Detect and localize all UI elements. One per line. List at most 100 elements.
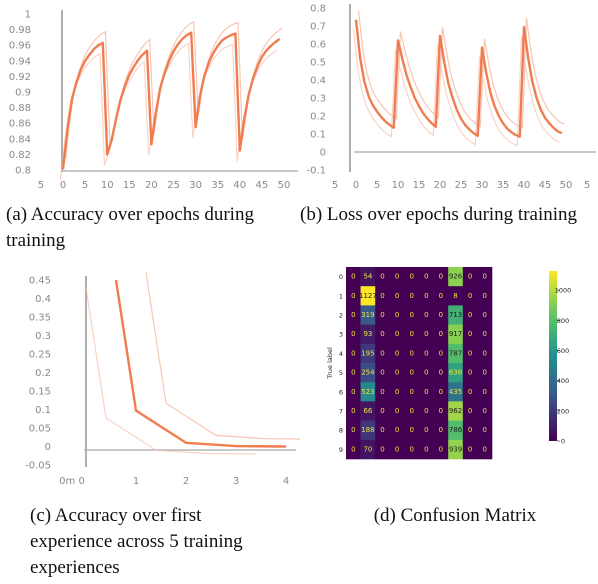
cm-cell bbox=[448, 324, 464, 345]
series-spread-upper bbox=[357, 10, 565, 129]
cm-cell-value: 0 bbox=[409, 273, 413, 281]
cm-cell-value: 0 bbox=[439, 292, 443, 300]
cm-cell-value: 786 bbox=[449, 426, 463, 434]
cm-cell bbox=[389, 363, 405, 383]
cm-cell bbox=[477, 305, 493, 325]
cm-cell-value: 0 bbox=[351, 388, 355, 396]
cm-cell bbox=[389, 324, 405, 345]
x-tick-label: 45 bbox=[256, 180, 269, 191]
cm-cell-value: 254 bbox=[361, 369, 375, 377]
cm-cell-value: 926 bbox=[449, 273, 463, 281]
x-tick-label: 30 bbox=[476, 180, 489, 191]
cm-y-tick: 9 bbox=[339, 446, 343, 454]
cm-cell-value: 0 bbox=[395, 407, 399, 415]
cm-cell-value: 0 bbox=[482, 292, 486, 300]
cm-cell-value: 0 bbox=[395, 292, 399, 300]
cm-y-tick: 8 bbox=[339, 427, 343, 435]
cm-cell bbox=[404, 343, 420, 364]
cm-cell bbox=[404, 420, 420, 441]
series-line bbox=[354, 19, 563, 138]
y-tick-label: 0.35 bbox=[29, 313, 51, 324]
cm-cell-value: 0 bbox=[468, 273, 472, 281]
cm-cell-value: 0 bbox=[395, 388, 399, 396]
caption-c: (c) Accuracy over first experience acros… bbox=[30, 505, 243, 578]
x-tick-label: 50 bbox=[278, 180, 291, 191]
y-tick-label: 0.6 bbox=[310, 40, 326, 51]
cm-cell bbox=[462, 439, 478, 460]
cm-cell-value: 713 bbox=[449, 311, 462, 319]
cm-cell-value: 0 bbox=[351, 273, 355, 281]
cm-y-tick: 3 bbox=[339, 331, 343, 339]
x-tick-label: 35 bbox=[497, 180, 510, 191]
cm-cell bbox=[375, 267, 391, 287]
cm-cell-value: 523 bbox=[361, 388, 374, 396]
cm-cell-value: 0 bbox=[439, 426, 443, 434]
cm-cell-value: 0 bbox=[395, 426, 399, 434]
cm-cell bbox=[462, 286, 478, 306]
cm-cell-value: 0 bbox=[482, 273, 486, 281]
cm-cell bbox=[433, 324, 449, 345]
cm-cell bbox=[360, 363, 376, 383]
cm-cell-value: 0 bbox=[409, 388, 413, 396]
cm-cell-value: 0 bbox=[409, 369, 413, 377]
cm-cell bbox=[360, 382, 376, 402]
cm-cell bbox=[448, 286, 464, 306]
x-tick-label: 35 bbox=[211, 180, 224, 191]
cm-cell-value: 0 bbox=[482, 426, 486, 434]
cm-cell bbox=[448, 363, 464, 383]
cm-cell bbox=[389, 286, 405, 306]
cm-cell-value: 0 bbox=[439, 369, 443, 377]
cm-cell bbox=[462, 324, 478, 345]
chart-b: 0.8 0.7 0.6 0.5 0.4 0.3 0.2 0.1 0 -0.1 5 0 5 10 15 20 25… bbox=[300, 0, 598, 195]
cm-cell-value: 0 bbox=[468, 407, 472, 415]
cm-cell bbox=[433, 286, 449, 306]
series-line bbox=[114, 279, 287, 448]
cm-cell bbox=[419, 382, 434, 402]
colorbar bbox=[549, 271, 557, 441]
cm-cell bbox=[389, 401, 405, 421]
caption-b: (b) Loss over epochs during training bbox=[300, 204, 578, 225]
caption-d: (d) Confusion Matrix bbox=[373, 505, 537, 526]
cm-cell bbox=[477, 401, 493, 421]
cm-cell bbox=[419, 420, 434, 441]
cm-cell bbox=[433, 439, 449, 460]
x-tick-label: 40 bbox=[233, 180, 246, 191]
x-tick-label: 5 bbox=[332, 180, 338, 191]
cm-cell bbox=[360, 439, 376, 460]
cm-y-tick: 7 bbox=[339, 408, 343, 416]
y-tick-label: 0.1 bbox=[310, 130, 326, 141]
chart-d: 0 54 0 0 0 0 0 926 0 0 0 1127 0 0 0 0 0 8 0 0 0 319 0 0 0 0 0 713 0 0… bbox=[300, 258, 598, 463]
chart-d-svg: 0 54 0 0 0 0 0 926 0 00 1127 0 0 0 0 0 8 0 00 319 0 0 0 0 0 713 0 0… bbox=[326, 267, 571, 460]
cm-cell-value: 0 bbox=[409, 311, 413, 319]
cm-cell bbox=[346, 363, 361, 383]
cm-cell-value: 0 bbox=[439, 311, 443, 319]
cm-cell bbox=[419, 363, 434, 383]
chart-a-svg: 1 0.98 0.96 0.94 0.92 0.9 0.88 0.86 0.84 0.82 0.8 5… bbox=[9, 10, 298, 191]
cm-cell-value: 939 bbox=[449, 445, 462, 453]
cm-cell-value: 962 bbox=[449, 407, 462, 415]
cm-cell bbox=[389, 382, 405, 402]
cm-cell bbox=[448, 267, 464, 287]
cm-cell-value: 0 bbox=[395, 311, 399, 319]
cm-cell-value: 0 bbox=[439, 273, 443, 281]
cm-cell bbox=[360, 286, 376, 306]
cm-cell bbox=[346, 420, 361, 441]
cm-cell bbox=[346, 382, 361, 402]
cm-cell bbox=[375, 420, 391, 441]
cm-cell-value: 0 bbox=[351, 407, 355, 415]
y-tick-label: 0.86 bbox=[9, 119, 31, 130]
cm-cell-value: 0 bbox=[380, 388, 384, 396]
cm-cell bbox=[477, 363, 493, 383]
cm-y-tick: 5 bbox=[339, 369, 343, 377]
cm-cell-value: 0 bbox=[380, 445, 384, 453]
colorbar-tick-label: 0 bbox=[561, 438, 565, 446]
cm-cell bbox=[433, 267, 449, 287]
caption-a: (a) Accuracy over epochs during training bbox=[6, 204, 254, 251]
y-tick-label: 0.15 bbox=[29, 387, 51, 398]
cm-cell bbox=[346, 439, 361, 460]
cm-cell-value: 0 bbox=[482, 349, 486, 357]
cm-cell bbox=[375, 286, 391, 306]
cm-cell-value: 0 bbox=[409, 426, 413, 434]
cm-cell-value: 0 bbox=[409, 349, 413, 357]
cm-cell-value: 0 bbox=[409, 330, 413, 338]
